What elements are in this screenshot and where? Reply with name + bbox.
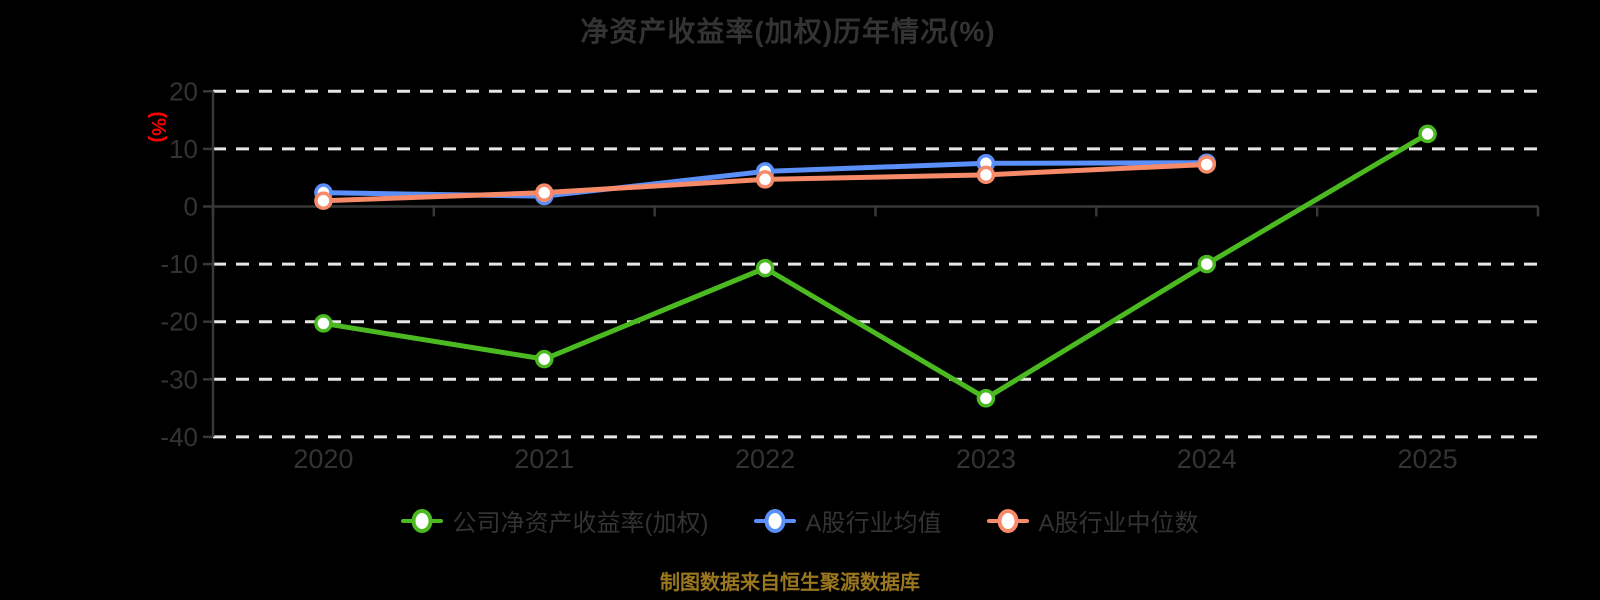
company-roe-point [755, 258, 775, 278]
legend: 公司净资产收益率(加权) A股行业均值 A股行业中位数 [0, 503, 1600, 538]
y-axis-label: 20 [169, 76, 198, 106]
legend-marker-company-roe-icon [401, 508, 444, 533]
company-roe-point [976, 389, 996, 408]
x-axis-label: 2021 [514, 444, 574, 474]
legend-item-company-roe[interactable]: 公司净资产收益率(加权) [401, 503, 708, 538]
chart-title: 净资产收益率(加权)历年情况(%) [580, 16, 996, 47]
company-roe-line [320, 131, 1431, 401]
legend-label-company-roe: 公司净资产收益率(加权) [452, 510, 709, 537]
y-axis-label: -30 [160, 364, 198, 394]
company-roe-point [314, 314, 333, 333]
x-axis-label: 2024 [1177, 444, 1237, 474]
y-axis-label: -40 [160, 422, 198, 452]
legend-marker-industry-mean-icon [754, 508, 797, 533]
industry-median-point [535, 183, 554, 202]
industry-median-point [755, 170, 775, 189]
legend-item-industry-mean[interactable]: A股行业均值 [754, 503, 941, 538]
industry-median-point [976, 165, 996, 185]
company-roe-point [1197, 254, 1216, 274]
industry-median-point [1197, 155, 1216, 174]
x-axis-label: 2022 [735, 444, 795, 474]
legend-marker-industry-median-icon [987, 508, 1030, 533]
company-roe-point [535, 349, 554, 369]
x-axis-label: 2020 [293, 444, 353, 474]
source-note: 制图数据来自恒生聚源数据库 [660, 572, 920, 594]
x-axis-label: 2025 [1398, 444, 1458, 474]
legend-item-industry-median[interactable]: A股行业中位数 [987, 503, 1199, 538]
company-roe-point [1418, 124, 1437, 144]
y-axis-label: -20 [160, 307, 198, 337]
legend-label-industry-median: A股行业中位数 [1038, 510, 1199, 537]
y-axis-label: 0 [184, 192, 198, 222]
industry-median-point [314, 191, 333, 210]
y-axis-label: 10 [169, 134, 198, 164]
y-axis-unit-label: (%) [147, 111, 169, 142]
legend-label-industry-mean: A股行业均值 [805, 510, 942, 537]
x-axis-label: 2023 [956, 444, 1016, 474]
y-axis-label: -10 [160, 249, 198, 279]
